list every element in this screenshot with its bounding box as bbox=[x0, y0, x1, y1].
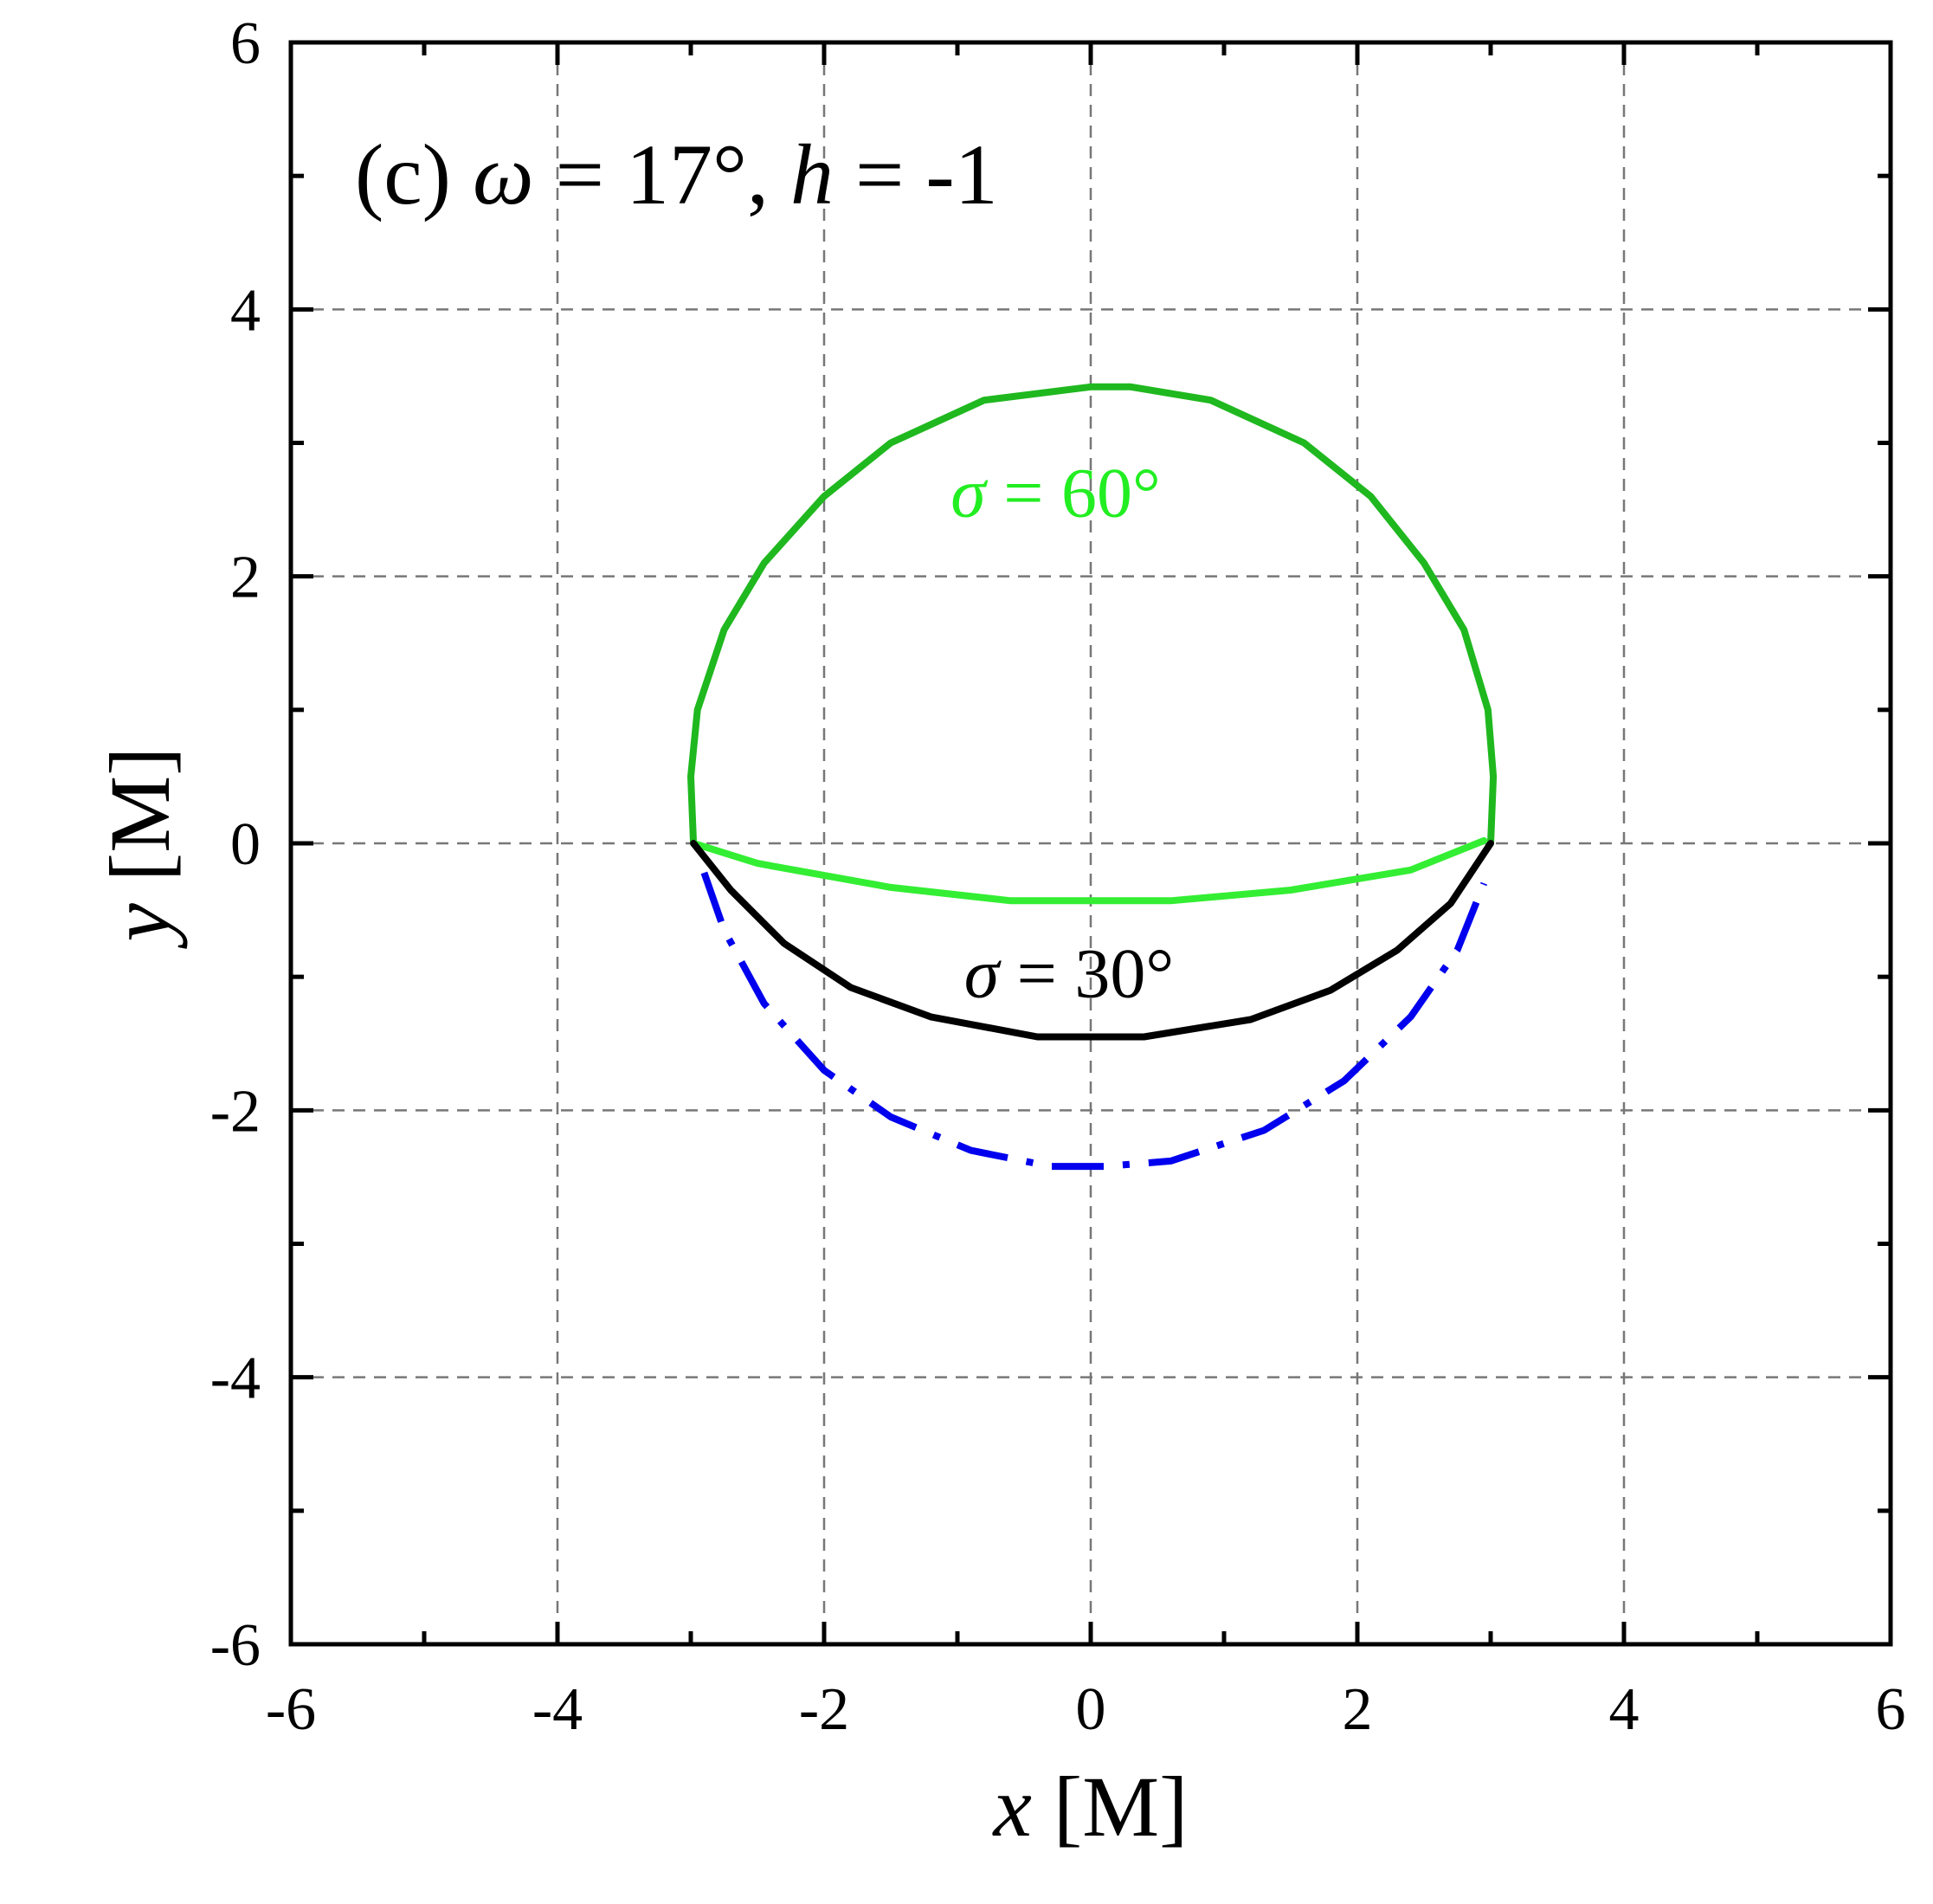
y-tick-label: -2 bbox=[210, 1078, 261, 1145]
x-tick-label: -6 bbox=[266, 1676, 316, 1743]
x-tick-label: 0 bbox=[1076, 1676, 1106, 1743]
series-layer bbox=[687, 383, 1498, 1171]
title-h-value: = -1 bbox=[834, 126, 998, 223]
y-axis-symbol: y bbox=[92, 902, 188, 949]
title-omega-symbol: ω bbox=[473, 126, 534, 223]
title-omega-value: = 17°, bbox=[534, 126, 790, 223]
x-axis-label: x [M] bbox=[992, 1759, 1189, 1855]
y-tick-label: 4 bbox=[230, 277, 261, 344]
annotation-symbol: σ bbox=[964, 933, 1002, 1012]
annotation-0: σ = 60° bbox=[950, 453, 1161, 532]
x-tick-label: -4 bbox=[532, 1676, 583, 1743]
title-prefix: (c) bbox=[355, 126, 473, 223]
y-axis-label: y [M] bbox=[92, 747, 188, 950]
x-tick-label: 2 bbox=[1343, 1676, 1373, 1743]
tick-marks bbox=[291, 42, 1891, 1644]
annotations: σ = 60°σ = 30° bbox=[950, 453, 1174, 1012]
title-h-symbol: h bbox=[790, 126, 834, 223]
y-axis-unit: [M] bbox=[92, 747, 188, 904]
annotation-text: = 60° bbox=[986, 453, 1161, 532]
x-tick-label: 6 bbox=[1876, 1676, 1906, 1743]
y-tick-label: -4 bbox=[210, 1346, 261, 1412]
series-dash-dot bbox=[700, 871, 1488, 1171]
x-tick-label: -2 bbox=[799, 1676, 849, 1743]
y-tick-label: 0 bbox=[230, 811, 261, 878]
series-60-upper bbox=[687, 383, 1498, 847]
x-tick-label: 4 bbox=[1609, 1676, 1640, 1743]
annotation-1: σ = 30° bbox=[964, 933, 1175, 1012]
annotation-symbol: σ bbox=[950, 453, 989, 532]
y-tick-label: 2 bbox=[230, 545, 261, 611]
annotation-text: = 30° bbox=[999, 933, 1174, 1012]
grid-lines bbox=[291, 42, 1891, 1644]
x-axis-symbol: x bbox=[992, 1759, 1032, 1855]
x-axis-unit: [M] bbox=[1032, 1759, 1189, 1855]
y-tick-label: 6 bbox=[230, 10, 261, 77]
y-tick-label: -6 bbox=[210, 1612, 261, 1679]
tick-labels: -6 -4 -2 0 2 4 6 -6 -4 -2 0 2 4 6 bbox=[210, 10, 1906, 1743]
series-30 bbox=[690, 840, 1494, 1041]
chart-title: (c) ω = 17°, h = -1 bbox=[355, 126, 998, 223]
series-60-lower bbox=[690, 836, 1488, 905]
